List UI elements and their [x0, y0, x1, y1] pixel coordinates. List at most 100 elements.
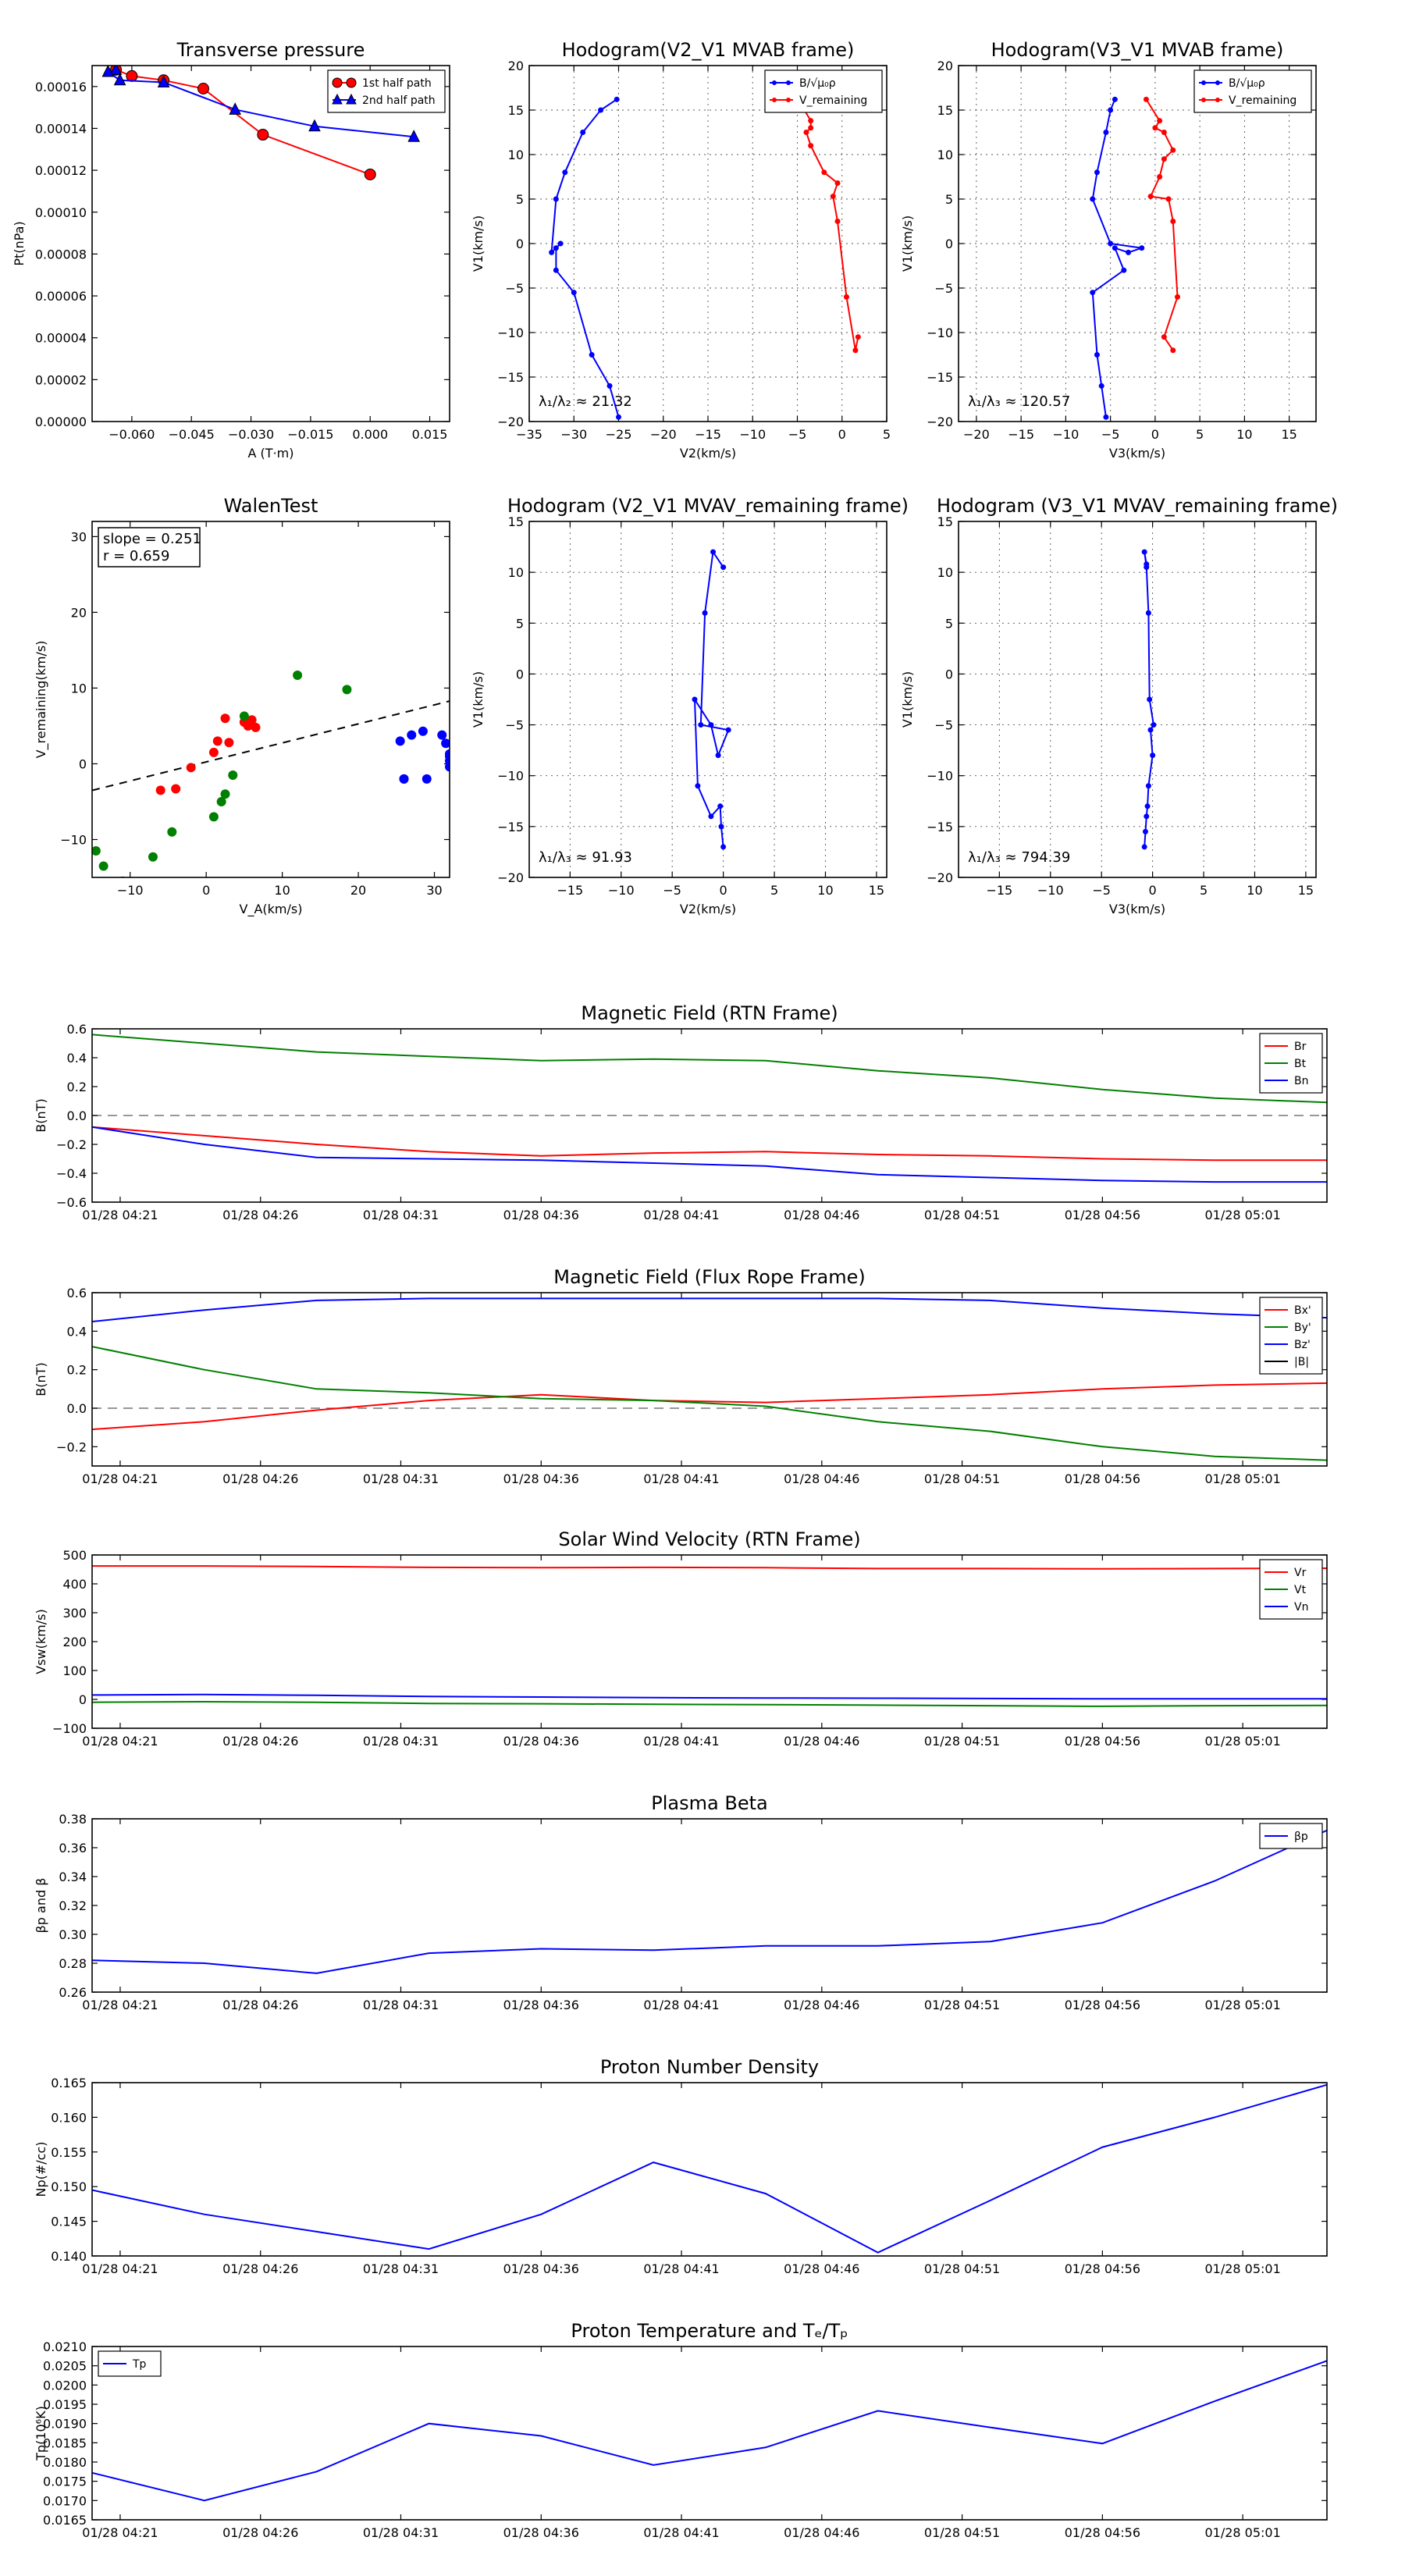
data-point [1103, 414, 1109, 420]
series-line [92, 2360, 1327, 2502]
x-tick-label: 0 [202, 883, 210, 898]
y-tick-label: 0.00010 [35, 205, 87, 220]
plot-area [92, 2083, 1327, 2254]
legend-marker [772, 80, 777, 85]
legend-marker [786, 98, 791, 102]
chart-title: Hodogram (V2_V1 MVAV_remaining frame) [507, 495, 909, 517]
y-tick-label: 5 [516, 616, 524, 631]
y-tick-label: −20 [497, 415, 524, 429]
y-axis-label: V_remaining(km/s) [34, 641, 49, 759]
x-tick-label: 01/28 04:36 [503, 1734, 579, 1749]
y-axis-label: Np(#/cc) [34, 2142, 48, 2197]
data-point [717, 803, 724, 809]
x-tick-label: 01/28 04:31 [363, 2525, 439, 2540]
y-tick-label: 0.0185 [43, 2435, 87, 2450]
y-tick-label: 20 [508, 59, 524, 73]
x-tick-label: 01/28 04:21 [82, 1998, 158, 2012]
data-point [1141, 549, 1147, 555]
data-point [157, 75, 170, 87]
y-tick-label: 0.00002 [35, 372, 87, 387]
data-point [1161, 156, 1167, 162]
data-point [364, 168, 376, 180]
x-tick-label: 01/28 05:01 [1204, 1998, 1280, 2012]
data-point [702, 610, 708, 616]
y-tick-label: 0.0170 [43, 2493, 87, 2508]
data-point [549, 249, 555, 255]
data-point [1090, 196, 1096, 202]
x-tick-label: 01/28 04:46 [784, 1471, 859, 1486]
y-tick-label: 0.0195 [43, 2397, 87, 2412]
y-tick-label: −5 [505, 281, 524, 296]
data-point [553, 245, 559, 251]
annotation-box [98, 527, 201, 568]
x-tick-label: 01/28 04:41 [643, 1471, 719, 1486]
chart-tp: Transverse pressure −0.060 −0.045 −0.030 −0.… [12, 39, 450, 461]
data-point [616, 414, 621, 420]
y-tick-label: −0.2 [56, 1439, 87, 1454]
y-tick-label: 0.30 [59, 1927, 87, 1942]
chart-hodo4: Hodogram (V3_V1 MVAV_remaining frame) −15… [900, 495, 1338, 916]
legend-marker [786, 80, 791, 85]
legend: B/√μ₀ρ V_remaining [1193, 69, 1312, 113]
x-tick-label: 01/28 04:41 [643, 1208, 719, 1222]
chart-hodo3: Hodogram (V2_V1 MVAV_remaining frame) −15… [471, 495, 909, 916]
y-tick-label: 0.0210 [43, 2339, 87, 2354]
data-point [224, 738, 234, 748]
data-point [606, 382, 613, 389]
x-tick-label: 01/28 04:31 [363, 2261, 439, 2276]
chart-np: Proton Number Density 01/28 04:21 01/28 04… [34, 2056, 1328, 2276]
data-point [1170, 219, 1176, 224]
data-point [708, 813, 714, 820]
y-tick-label: 0.6 [67, 1022, 87, 1037]
legend-label: By' [1294, 1322, 1311, 1334]
chart-bfr: Magnetic Field (Flux Rope Frame) 01/28 04… [34, 1266, 1328, 1486]
legend: Br Bt Bn [1259, 1033, 1323, 1094]
data-point [399, 774, 409, 784]
data-point [1145, 783, 1151, 789]
x-tick-label: 5 [883, 427, 891, 442]
legend-marker [1215, 98, 1220, 102]
x-tick-label: 01/28 04:26 [222, 2525, 298, 2540]
y-tick-label: 0.150 [51, 2179, 87, 2194]
x-axis-label: V_A(km/s) [240, 902, 303, 917]
y-tick-label: −20 [497, 870, 524, 885]
x-tick-label: 01/28 04:46 [784, 1734, 859, 1749]
data-point [1157, 118, 1163, 124]
data-point [186, 763, 196, 773]
x-tick-label: −0.015 [287, 427, 333, 442]
x-tick-label: 01/28 05:01 [1204, 1208, 1280, 1222]
data-point [1151, 722, 1157, 728]
data-point [229, 102, 242, 115]
chart-title: Solar Wind Velocity (RTN Frame) [558, 1528, 860, 1550]
data-point [830, 194, 836, 200]
x-tick-label: −10 [117, 883, 144, 898]
data-point [855, 334, 861, 340]
data-point [1112, 96, 1118, 102]
x-tick-label: 01/28 04:31 [363, 1208, 439, 1222]
data-point [1090, 290, 1096, 296]
y-tick-label: 5 [516, 192, 524, 207]
legend-marker [772, 98, 777, 102]
data-point [553, 267, 559, 273]
data-point [852, 347, 859, 354]
x-tick-label: −5 [663, 883, 681, 898]
legend: Bx' By' Bz' |B| [1259, 1297, 1323, 1375]
y-tick-label: 0.38 [59, 1812, 87, 1827]
series-line [92, 1382, 1327, 1431]
legend-label: Bz' [1294, 1339, 1311, 1351]
x-tick-label: 10 [1236, 427, 1252, 442]
y-tick-label: 0.155 [51, 2145, 87, 2160]
chart-hodo1: Hodogram(V2_V1 MVAB frame) −35 −30 −25 −20 −1… [471, 39, 891, 461]
data-point [718, 824, 724, 830]
data-point [422, 774, 432, 784]
y-tick-label: 0.00012 [35, 163, 87, 178]
x-tick-label: −5 [1092, 883, 1111, 898]
data-point [808, 143, 814, 149]
annotation-text: λ₁/λ₃ ≈ 91.93 [539, 849, 632, 866]
y-tick-label: 0.0190 [43, 2417, 87, 2432]
legend: 1st half path 2nd half path [327, 69, 446, 113]
chart-title: Transverse pressure [176, 39, 365, 61]
y-axis-label: V1(km/s) [471, 671, 486, 728]
x-tick-label: 15 [1298, 883, 1314, 898]
